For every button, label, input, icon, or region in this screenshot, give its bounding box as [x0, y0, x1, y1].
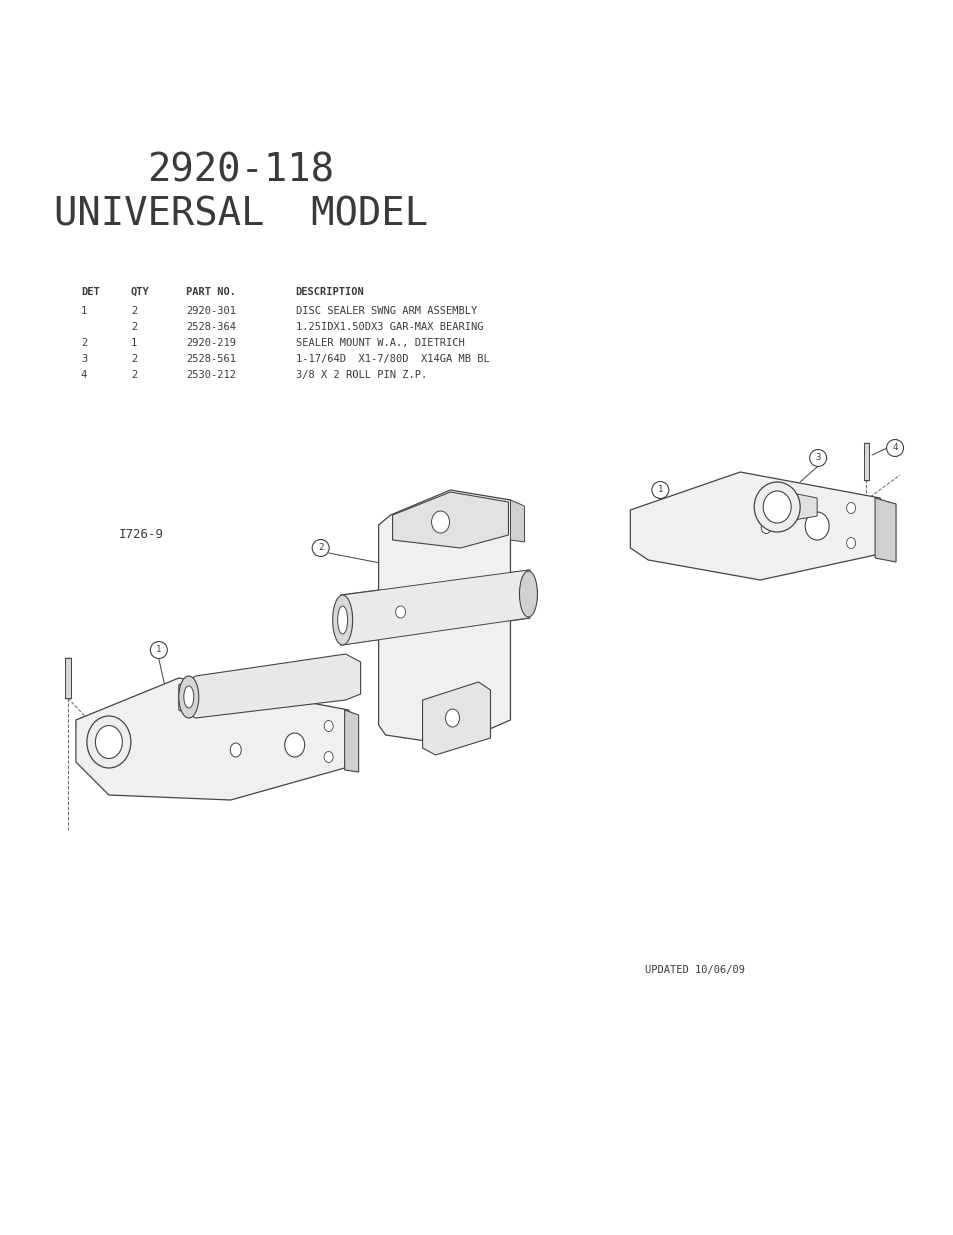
- Ellipse shape: [230, 743, 241, 757]
- Ellipse shape: [333, 595, 353, 645]
- Polygon shape: [630, 472, 882, 580]
- Ellipse shape: [178, 676, 198, 718]
- Text: 1: 1: [131, 338, 137, 348]
- Text: 3: 3: [81, 354, 87, 364]
- Polygon shape: [422, 682, 490, 755]
- Text: 2920-301: 2920-301: [186, 306, 235, 316]
- Text: 1.25IDX1.50DX3 GAR-MAX BEARING: 1.25IDX1.50DX3 GAR-MAX BEARING: [295, 322, 482, 332]
- Polygon shape: [393, 492, 508, 548]
- Text: DISC SEALER SWNG ARM ASSEMBLY: DISC SEALER SWNG ARM ASSEMBLY: [295, 306, 476, 316]
- Ellipse shape: [885, 440, 902, 457]
- Text: 4: 4: [81, 370, 87, 380]
- Ellipse shape: [445, 709, 459, 727]
- Ellipse shape: [804, 513, 828, 540]
- Polygon shape: [342, 571, 528, 645]
- Polygon shape: [777, 490, 817, 522]
- Polygon shape: [76, 678, 351, 800]
- Ellipse shape: [845, 537, 855, 548]
- Text: 1: 1: [81, 306, 87, 316]
- Text: 3/8 X 2 ROLL PIN Z.P.: 3/8 X 2 ROLL PIN Z.P.: [295, 370, 427, 380]
- Text: QTY: QTY: [131, 287, 150, 296]
- Ellipse shape: [762, 492, 790, 522]
- Text: PART NO.: PART NO.: [186, 287, 235, 296]
- Ellipse shape: [651, 482, 668, 499]
- Text: UNIVERSAL  MODEL: UNIVERSAL MODEL: [53, 196, 427, 233]
- Polygon shape: [874, 498, 895, 562]
- Ellipse shape: [845, 503, 855, 514]
- Text: 2: 2: [131, 370, 137, 380]
- Text: 2: 2: [317, 543, 323, 552]
- Ellipse shape: [324, 752, 333, 762]
- Ellipse shape: [337, 606, 347, 634]
- Polygon shape: [178, 655, 360, 718]
- Ellipse shape: [809, 450, 825, 467]
- Text: 1: 1: [657, 485, 662, 494]
- Ellipse shape: [87, 716, 131, 768]
- Text: 1-17/64D  X1-7/80D  X14GA MB BL: 1-17/64D X1-7/80D X14GA MB BL: [295, 354, 489, 364]
- Ellipse shape: [754, 482, 800, 532]
- Ellipse shape: [324, 720, 333, 731]
- Text: SEALER MOUNT W.A., DIETRICH: SEALER MOUNT W.A., DIETRICH: [295, 338, 464, 348]
- Text: 2: 2: [81, 338, 87, 348]
- Polygon shape: [863, 443, 868, 480]
- Text: 1: 1: [156, 646, 161, 655]
- Ellipse shape: [431, 511, 449, 534]
- Ellipse shape: [312, 540, 329, 557]
- Ellipse shape: [95, 725, 122, 758]
- Ellipse shape: [184, 685, 193, 708]
- Polygon shape: [378, 490, 517, 745]
- Ellipse shape: [395, 606, 405, 618]
- Ellipse shape: [760, 520, 770, 534]
- Ellipse shape: [151, 641, 167, 658]
- Text: 2920-219: 2920-219: [186, 338, 235, 348]
- Text: 2528-561: 2528-561: [186, 354, 235, 364]
- Text: UPDATED 10/06/09: UPDATED 10/06/09: [644, 965, 744, 974]
- Polygon shape: [65, 658, 71, 698]
- Text: 2530-212: 2530-212: [186, 370, 235, 380]
- Text: 4: 4: [891, 443, 897, 452]
- Text: 3: 3: [815, 453, 820, 462]
- Text: DESCRIPTION: DESCRIPTION: [295, 287, 364, 296]
- Polygon shape: [510, 500, 524, 542]
- Text: 2: 2: [131, 322, 137, 332]
- Text: 2: 2: [131, 306, 137, 316]
- Text: 2: 2: [131, 354, 137, 364]
- Polygon shape: [344, 710, 358, 772]
- Text: DET: DET: [81, 287, 99, 296]
- Ellipse shape: [284, 734, 304, 757]
- Text: 2528-364: 2528-364: [186, 322, 235, 332]
- Text: 2920-118: 2920-118: [147, 151, 334, 189]
- Text: I726-9: I726-9: [119, 529, 164, 541]
- Ellipse shape: [519, 571, 537, 618]
